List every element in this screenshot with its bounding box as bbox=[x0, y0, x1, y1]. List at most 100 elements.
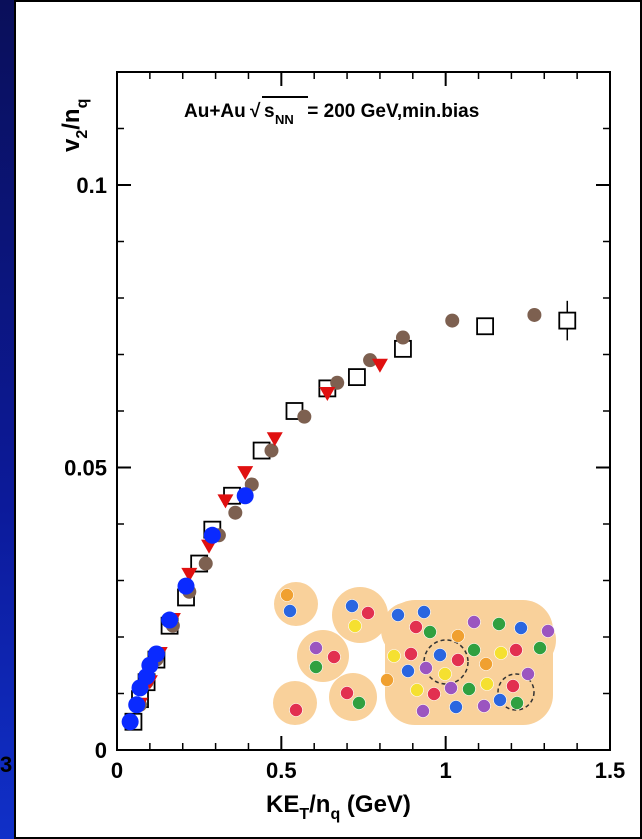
quark-ball bbox=[391, 608, 405, 622]
quark-ball bbox=[409, 620, 423, 634]
data-point-circle bbox=[264, 443, 279, 458]
quark-ball bbox=[361, 606, 375, 620]
data-point-triangle bbox=[181, 567, 198, 582]
quark-ball bbox=[479, 657, 493, 671]
ylabel-rest: /n bbox=[58, 108, 85, 129]
annotation: Au+Au √ s NN = 200 GeV,min.bias bbox=[184, 96, 479, 127]
quark-ball bbox=[462, 682, 476, 696]
data-point-circle bbox=[203, 526, 221, 544]
data-point-circle bbox=[198, 556, 213, 571]
quark-ball bbox=[340, 686, 354, 700]
xlabel-unit: (GeV) bbox=[340, 791, 411, 818]
quark-ball bbox=[280, 588, 294, 602]
quark-ball bbox=[510, 696, 524, 710]
data-point-square bbox=[348, 368, 366, 387]
ylabel-sub: 2 bbox=[74, 130, 91, 139]
quark-ball bbox=[380, 673, 394, 687]
xlabel-sub: T bbox=[299, 806, 309, 823]
quark-ball bbox=[417, 605, 431, 619]
ylabel-main: v bbox=[58, 138, 85, 152]
left-blue-band bbox=[0, 0, 14, 839]
quark-ball bbox=[416, 704, 430, 718]
quark-ball bbox=[309, 641, 323, 655]
quark-ball bbox=[467, 615, 481, 629]
slide-frame bbox=[14, 0, 642, 839]
quark-ball bbox=[289, 703, 303, 717]
quark-ball bbox=[492, 617, 506, 631]
quark-ball bbox=[433, 648, 447, 662]
data-point-circle bbox=[330, 375, 345, 390]
quark-ball bbox=[404, 647, 418, 661]
annotation-rest: = 200 GeV,min.bias bbox=[302, 101, 479, 122]
annotation-s: s bbox=[264, 101, 275, 122]
xlabel-main: KE bbox=[266, 791, 299, 818]
quark-ball bbox=[521, 667, 535, 681]
data-point-circle bbox=[147, 645, 165, 663]
data-point-triangle bbox=[217, 494, 234, 509]
data-point-triangle bbox=[371, 358, 388, 373]
quark-ball bbox=[449, 700, 463, 714]
data-point-circle bbox=[121, 713, 139, 731]
data-point-triangle bbox=[319, 387, 336, 402]
data-point-square bbox=[558, 311, 577, 330]
data-point-circle bbox=[395, 330, 410, 345]
quark-ball bbox=[309, 660, 323, 674]
stray-digit: 3 bbox=[0, 752, 13, 777]
quark-ball bbox=[444, 681, 458, 695]
quark-ball bbox=[514, 621, 528, 635]
quark-ball bbox=[401, 664, 415, 678]
data-point-circle bbox=[128, 696, 146, 714]
quark-ball bbox=[480, 677, 494, 691]
xlabel-sub2: q bbox=[330, 806, 340, 823]
quark-ball bbox=[451, 629, 465, 643]
data-point-circle bbox=[177, 577, 195, 595]
quark-ball bbox=[493, 693, 507, 707]
quark-ball bbox=[345, 599, 359, 613]
data-point-circle bbox=[297, 409, 312, 424]
svg-text:KET/nq (GeV): KET/nq (GeV) bbox=[266, 791, 411, 823]
data-point-square bbox=[476, 317, 495, 336]
svg-text:v2/nq: v2/nq bbox=[58, 99, 91, 152]
x-tick-label: 1 bbox=[440, 758, 452, 783]
quark-ball bbox=[327, 650, 341, 664]
annotation-system: Au+Au bbox=[184, 101, 246, 122]
quark-ball bbox=[467, 643, 481, 657]
data-point-circle bbox=[236, 487, 254, 505]
quark-ball bbox=[509, 643, 523, 657]
x-tick-label: 1.5 bbox=[595, 758, 626, 783]
quark-ball bbox=[438, 667, 452, 681]
quark-ball bbox=[541, 624, 555, 638]
quark-ball bbox=[352, 696, 366, 710]
data-point-circle bbox=[363, 353, 378, 368]
quark-ball bbox=[348, 619, 362, 633]
data-point-circle bbox=[527, 307, 542, 322]
y-tick-label: 0 bbox=[95, 738, 107, 763]
annotation-s-sub: NN bbox=[275, 112, 294, 127]
data-point-triangle bbox=[266, 432, 283, 447]
quark-ball bbox=[533, 641, 547, 655]
y-tick-label: 0.05 bbox=[64, 456, 107, 481]
quark-ball bbox=[427, 687, 441, 701]
quark-ball bbox=[387, 649, 401, 663]
x-axis-label: KET/nq (GeV) bbox=[266, 791, 411, 823]
data-markers bbox=[121, 300, 577, 731]
y-tick-label: 0.1 bbox=[76, 173, 107, 198]
xlabel-rest: /n bbox=[309, 791, 330, 818]
ylabel-sub2: q bbox=[74, 99, 91, 109]
data-point-triangle bbox=[237, 466, 254, 481]
quark-ball bbox=[494, 646, 508, 660]
quark-ball bbox=[477, 699, 491, 713]
quark-ball bbox=[506, 679, 520, 693]
quark-coalescence-illustration bbox=[273, 578, 556, 728]
data-point-circle bbox=[228, 505, 243, 520]
plot-area: 0 0.5 1 1.5 0 0.05 0.1 bbox=[64, 71, 626, 783]
quark-ball bbox=[410, 683, 424, 697]
quark-ball bbox=[283, 604, 297, 618]
quark-ball bbox=[423, 625, 437, 639]
quark-ball bbox=[451, 653, 465, 667]
data-point-circle bbox=[161, 611, 179, 629]
annotation-sqrt: √ bbox=[250, 101, 261, 122]
x-tick-label: 0.5 bbox=[266, 758, 297, 783]
data-point-circle bbox=[445, 313, 460, 328]
